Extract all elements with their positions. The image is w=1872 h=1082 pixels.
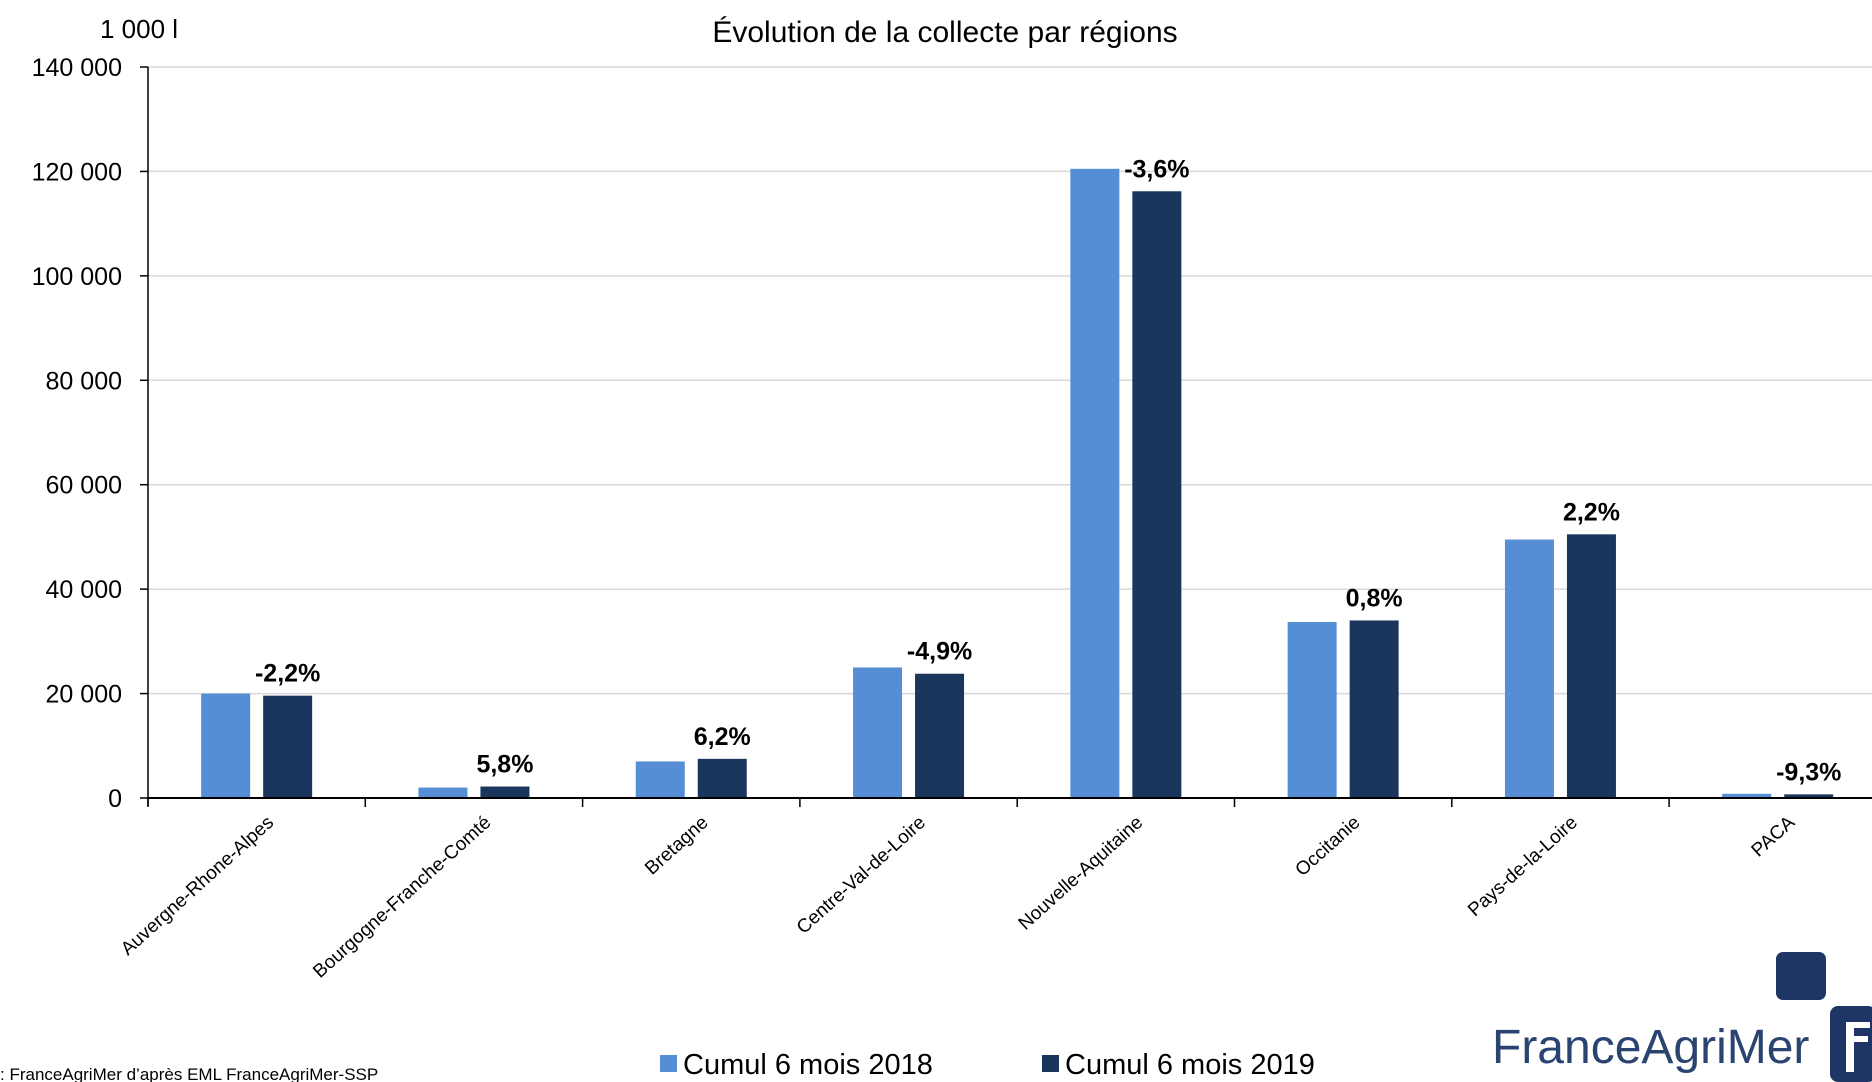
- data-label: -2,2%: [255, 660, 320, 688]
- x-category-label: Bretagne: [641, 812, 712, 879]
- bars: [201, 168, 1834, 798]
- source-note: : FranceAgriMer d’après EML FranceAgriMe…: [0, 1065, 378, 1082]
- chart-title: Évolution de la collecte par régions: [712, 16, 1177, 49]
- logo-emblem-mark-icon: [1846, 1022, 1870, 1072]
- data-label: -9,3%: [1776, 758, 1841, 786]
- x-category-label: Auvergne-Rhone-Alpes: [117, 812, 278, 960]
- legend-label-2019: Cumul 6 mois 2019: [1065, 1049, 1315, 1081]
- data-label: 6,2%: [694, 723, 751, 751]
- brand-wordmark: FranceAgriMer: [1492, 1021, 1809, 1074]
- data-label: -3,6%: [1124, 155, 1189, 183]
- bar-2018: [1070, 168, 1120, 798]
- bar-2018: [1722, 793, 1772, 798]
- bar-2018: [418, 787, 468, 798]
- bar-2019: [1132, 191, 1182, 798]
- data-labels: -2,2% 5,8% 6,2% -4,9% -3,6% 0,8% 2,2% -9,3%: [255, 155, 1841, 786]
- bar-2019: [1566, 534, 1616, 798]
- data-label: 0,8%: [1346, 584, 1403, 612]
- y-tick-label: 20 000: [46, 681, 122, 709]
- y-tick-label: 100 000: [32, 263, 122, 291]
- bar-2019: [1784, 794, 1834, 798]
- bar-2019: [1349, 620, 1399, 798]
- x-category-label: Nouvelle-Aquitaine: [1015, 812, 1148, 934]
- bar-2019: [915, 673, 965, 798]
- bar-2019: [697, 758, 747, 798]
- y-tick-label: 120 000: [32, 158, 122, 186]
- y-tick-label: 40 000: [46, 576, 122, 604]
- data-label: -4,9%: [907, 638, 972, 666]
- data-label: 2,2%: [1563, 498, 1620, 526]
- data-label: 5,8%: [476, 751, 533, 779]
- x-category-label: PACA: [1748, 812, 1800, 862]
- bar-2018: [201, 693, 251, 798]
- bar-2019: [480, 786, 530, 798]
- bar-2018: [1287, 622, 1337, 798]
- y-tick-label: 80 000: [46, 367, 122, 395]
- bar-2018: [853, 667, 903, 798]
- legend-swatch-2019: [1042, 1055, 1059, 1072]
- logo-square-icon: [1776, 952, 1826, 1000]
- y-tick-label: 0: [108, 785, 122, 813]
- x-category-label: Centre-Val-de-Loire: [793, 812, 930, 938]
- bar-2018: [635, 761, 685, 798]
- x-category-label: Occitanie: [1292, 812, 1365, 881]
- y-tick-label: 60 000: [46, 472, 122, 500]
- brand-logo: FranceAgriMer: [1492, 952, 1872, 1082]
- y-unit-label: 1 000 l: [100, 14, 178, 44]
- bar-2018: [1504, 539, 1554, 798]
- y-tick-label: 140 000: [32, 54, 122, 82]
- gridlines: [148, 66, 1872, 695]
- bar-2019: [263, 695, 313, 798]
- x-category-label: Bourgogne-Franche-Comté: [309, 812, 495, 982]
- legend: Cumul 6 mois 2018 Cumul 6 mois 2019: [660, 1049, 1315, 1081]
- legend-swatch-2018: [660, 1055, 677, 1072]
- x-category-label: Pays-de-la-Loire: [1464, 812, 1582, 921]
- legend-label-2018: Cumul 6 mois 2018: [683, 1049, 933, 1081]
